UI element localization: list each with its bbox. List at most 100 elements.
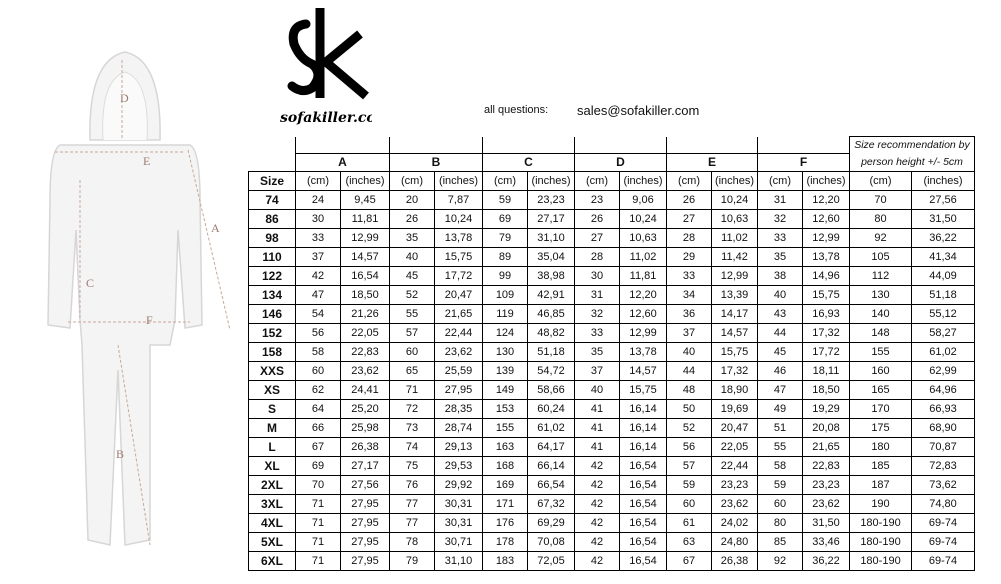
value-cell: 176 [482, 513, 528, 533]
value-cell: 14,17 [711, 304, 758, 324]
value-cell: 73,62 [911, 475, 975, 495]
size-cell: 98 [248, 228, 296, 248]
value-cell: 32 [757, 209, 803, 229]
value-cell: 149 [482, 380, 528, 400]
value-cell: 69-74 [911, 532, 975, 552]
value-cell: 33 [757, 228, 803, 248]
value-cell: 72,83 [911, 456, 975, 476]
value-cell: 31,50 [802, 513, 850, 533]
value-cell: 74 [389, 437, 435, 457]
value-cell: 27,95 [340, 551, 390, 571]
value-cell: 27,95 [434, 380, 483, 400]
value-cell: 18,11 [802, 361, 850, 381]
value-cell: 24,41 [340, 380, 390, 400]
size-cell: 86 [248, 209, 296, 229]
value-cell: 37 [666, 323, 712, 343]
table-row: 122 42 16,54 45 17,72 99 38,98 30 11,81 33 12,99 38… [248, 266, 975, 286]
value-cell: 27,56 [340, 475, 390, 495]
unit-header-row: Size (cm) (inches) (cm) (inches) (cm) (inches)… [248, 171, 975, 191]
value-cell: 30,31 [434, 494, 483, 514]
table-row: 134 47 18,50 52 20,47 109 42,91 31 12,20 34 13,39 4… [248, 285, 975, 305]
value-cell: 10,24 [434, 209, 483, 229]
value-cell: 13,39 [711, 285, 758, 305]
value-cell: 12,20 [802, 190, 850, 210]
unit-inches: (inches) [434, 171, 483, 191]
value-cell: 27,95 [340, 494, 390, 514]
contact-email[interactable]: sales@sofakiller.com [577, 103, 700, 118]
value-cell: 77 [389, 494, 435, 514]
value-cell: 79 [389, 551, 435, 571]
unit-cm: (cm) [574, 171, 620, 191]
value-cell: 67 [295, 437, 341, 457]
value-cell: 71 [295, 494, 341, 514]
figure-label-f: F [146, 313, 153, 327]
value-cell: 17,32 [802, 323, 850, 343]
value-cell: 64,96 [911, 380, 975, 400]
sofakiller-logo: sofakiller.com [280, 8, 372, 126]
value-cell: 23,23 [711, 475, 758, 495]
size-cell: 158 [248, 342, 296, 362]
value-cell: 36,22 [911, 228, 975, 248]
value-cell: 124 [482, 323, 528, 343]
value-cell: 155 [482, 418, 528, 438]
value-cell: 25,59 [434, 361, 483, 381]
size-cell: 74 [248, 190, 296, 210]
value-cell: 30,71 [434, 532, 483, 552]
value-cell: 139 [482, 361, 528, 381]
value-cell: 30,31 [434, 513, 483, 533]
table-row: 4XL 71 27,95 77 30,31 176 69,29 42 16,54 61 24,02 8… [248, 513, 975, 533]
value-cell: 68,90 [911, 418, 975, 438]
value-cell: 61 [666, 513, 712, 533]
figure-label-e: E [143, 154, 150, 168]
value-cell: 25,20 [340, 399, 390, 419]
size-cell: M [248, 418, 296, 438]
value-cell: 20 [389, 190, 435, 210]
table-row: 74 24 9,45 20 7,87 59 23,23 23 9,06 26 10,24 31 12,2… [248, 190, 975, 210]
value-cell: 30 [295, 209, 341, 229]
value-cell: 71 [389, 380, 435, 400]
value-cell: 60 [295, 361, 341, 381]
value-cell: 31,10 [527, 228, 575, 248]
size-cell: 146 [248, 304, 296, 324]
unit-cm: (cm) [482, 171, 528, 191]
value-cell: 40 [666, 342, 712, 362]
value-cell: 28 [574, 247, 620, 267]
value-cell: 16,14 [619, 437, 667, 457]
size-cell: 152 [248, 323, 296, 343]
value-cell: 14,57 [619, 361, 667, 381]
value-cell: 27,17 [527, 209, 575, 229]
table-row: XXS 60 23,62 65 25,59 139 54,72 37 14,57 44 17,32 4… [248, 361, 975, 381]
value-cell: 10,63 [711, 209, 758, 229]
value-cell: 178 [482, 532, 528, 552]
value-cell: 76 [389, 475, 435, 495]
value-cell: 27,95 [340, 532, 390, 552]
table-row: 110 37 14,57 40 15,75 89 35,04 28 11,02 29 11,42 35… [248, 247, 975, 267]
value-cell: 80 [849, 209, 912, 229]
value-cell: 26 [574, 209, 620, 229]
value-cell: 22,05 [711, 437, 758, 457]
group-header-d: D [574, 136, 667, 172]
unit-inches: (inches) [619, 171, 667, 191]
value-cell: 43 [757, 304, 803, 324]
contact-label: all questions: [484, 104, 549, 116]
value-cell: 22,44 [434, 323, 483, 343]
value-cell: 23,62 [434, 342, 483, 362]
value-cell: 20,47 [711, 418, 758, 438]
value-cell: 69 [482, 209, 528, 229]
value-cell: 69-74 [911, 551, 975, 571]
value-cell: 74,80 [911, 494, 975, 514]
table-row: XS 62 24,41 71 27,95 149 58,66 40 15,75 48 18,90 47… [248, 380, 975, 400]
value-cell: 11,81 [619, 266, 667, 286]
value-cell: 41 [574, 437, 620, 457]
value-cell: 130 [482, 342, 528, 362]
value-cell: 185 [849, 456, 912, 476]
value-cell: 109 [482, 285, 528, 305]
value-cell: 170 [849, 399, 912, 419]
size-cell: L [248, 437, 296, 457]
value-cell: 37 [295, 247, 341, 267]
table-row: 5XL 71 27,95 78 30,71 178 70,08 42 16,54 63 24,80 8… [248, 532, 975, 552]
value-cell: 180 [849, 437, 912, 457]
value-cell: 44,09 [911, 266, 975, 286]
value-cell: 26,38 [340, 437, 390, 457]
value-cell: 153 [482, 399, 528, 419]
